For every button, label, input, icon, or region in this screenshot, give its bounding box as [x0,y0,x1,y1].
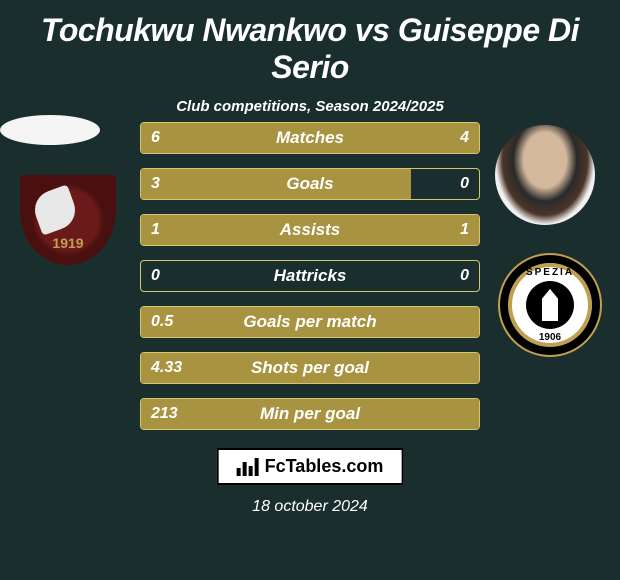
stat-right-value: 0 [460,267,469,285]
stat-row: 1 1 Assists [140,214,480,246]
stat-left-value: 0 [151,267,160,285]
stat-right-value: 1 [460,221,469,239]
bar-left [141,169,411,199]
stat-row: 213 Min per goal [140,398,480,430]
comparison-title: Tochukwu Nwankwo vs Guiseppe Di Serio [0,0,620,86]
stat-left-value: 6 [151,129,160,147]
badge2-year: 1906 [539,332,561,343]
stat-label: Goals per match [243,312,376,332]
comparison-subtitle: Club competitions, Season 2024/2025 [0,98,620,115]
stat-left-value: 213 [151,405,178,423]
stat-row: 4.33 Shots per goal [140,352,480,384]
stat-row: 6 4 Matches [140,122,480,154]
stats-container: 6 4 Matches 3 0 Goals 1 1 Assists 0 0 Hattricks 0.5 G… [140,122,480,444]
stat-label: Hattricks [274,266,347,286]
player2-club-badge: SPEZIA 1906 [500,255,600,355]
stat-left-value: 1 [151,221,160,239]
stat-label: Goals [286,174,333,194]
branding-text: FcTables.com [265,456,384,477]
chart-icon [237,458,259,476]
player2-avatar [495,125,595,225]
stat-label: Min per goal [260,404,360,424]
stat-label: Assists [280,220,340,240]
branding-badge: FcTables.com [217,448,404,485]
stat-left-value: 3 [151,175,160,193]
badge1-year: 1919 [52,235,83,251]
stat-left-value: 4.33 [151,359,182,377]
stat-left-value: 0.5 [151,313,173,331]
stat-label: Matches [276,128,344,148]
player1-club-badge: 1919 [20,175,116,265]
stat-row: 3 0 Goals [140,168,480,200]
badge2-label: SPEZIA [526,267,574,278]
date-text: 18 october 2024 [252,498,368,516]
stat-row: 0 0 Hattricks [140,260,480,292]
stat-row: 0.5 Goals per match [140,306,480,338]
stat-right-value: 4 [460,129,469,147]
stat-label: Shots per goal [251,358,369,378]
stat-right-value: 0 [460,175,469,193]
player1-avatar [0,115,100,145]
bar-right [344,123,479,153]
